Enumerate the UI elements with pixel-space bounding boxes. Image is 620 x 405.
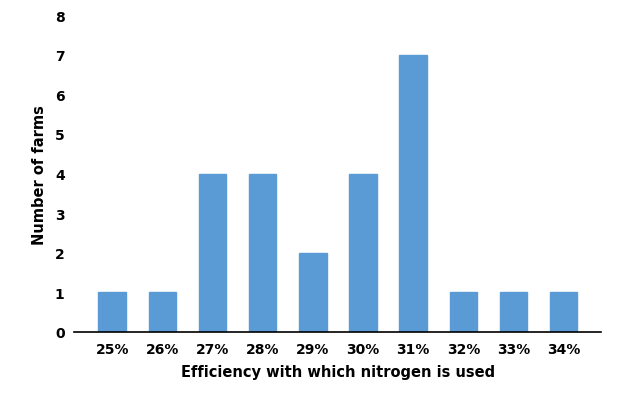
Bar <box>349 174 377 332</box>
Bar <box>399 55 427 332</box>
Bar <box>299 253 327 332</box>
Bar <box>450 292 477 332</box>
Bar <box>149 292 176 332</box>
X-axis label: Efficiency with which nitrogen is used: Efficiency with which nitrogen is used <box>181 364 495 379</box>
Bar <box>99 292 126 332</box>
Bar <box>550 292 577 332</box>
Bar <box>198 174 226 332</box>
Bar <box>249 174 277 332</box>
Y-axis label: Number of farms: Number of farms <box>32 104 46 244</box>
Bar <box>500 292 527 332</box>
